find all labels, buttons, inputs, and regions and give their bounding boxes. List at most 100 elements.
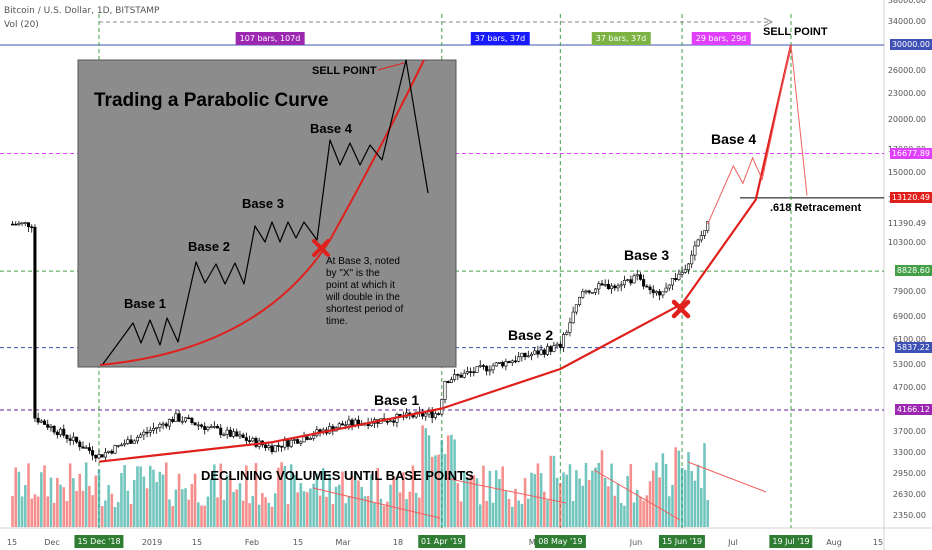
- volume-bar: [623, 505, 626, 527]
- volume-indicator-label[interactable]: Vol (20): [4, 20, 39, 30]
- candle-body: [254, 438, 258, 447]
- candle-body: [100, 454, 104, 458]
- volume-bar: [81, 490, 85, 527]
- volume-bar: [658, 477, 661, 527]
- time-axis-tick: 2019: [141, 538, 163, 547]
- volume-bar: [200, 505, 203, 527]
- measure-arrowhead: [763, 17, 774, 27]
- time-axis-tick: 15: [292, 538, 304, 547]
- volume-bar: [616, 483, 620, 527]
- candle-body: [696, 239, 700, 247]
- volume-bar: [696, 464, 700, 527]
- candle-body: [177, 413, 181, 422]
- candle-body: [600, 283, 604, 286]
- volume-bar: [334, 486, 338, 527]
- price-axis-tick: 34000.00: [887, 16, 926, 26]
- volume-bar: [216, 497, 219, 527]
- volume-bar: [286, 504, 290, 527]
- volume-bar: [655, 462, 658, 527]
- price-axis-tick: 4700.00: [892, 382, 926, 392]
- inset-note-line: At Base 3, noted: [326, 256, 400, 267]
- candle-body: [706, 221, 710, 231]
- price-label-highlight: 30000.00: [889, 39, 932, 50]
- candle-body: [475, 366, 479, 373]
- volume-bar: [488, 470, 492, 527]
- candle-body: [699, 235, 703, 241]
- volume-bar: [197, 502, 200, 527]
- volume-bar: [370, 474, 373, 527]
- volume-bar: [440, 440, 444, 527]
- volume-bar: [248, 503, 251, 527]
- volume-bar: [120, 472, 123, 527]
- volume-bar: [587, 479, 591, 527]
- candle-body: [145, 431, 149, 434]
- candle-body: [139, 434, 143, 438]
- price-axis-tick: 6100.00: [892, 334, 926, 344]
- candle-body: [501, 362, 505, 367]
- volume-bar: [293, 475, 296, 527]
- inset-note-line: by "X" is the: [326, 268, 380, 279]
- volume-bar: [536, 463, 540, 527]
- time-label-highlight: 01 Apr '19: [418, 535, 466, 548]
- inset-price-path: [102, 59, 429, 365]
- candle-body: [651, 289, 655, 294]
- volume-bar: [379, 498, 383, 527]
- volume-bar: [238, 483, 242, 527]
- time-axis-tick: Mar: [335, 538, 351, 547]
- volume-bar: [683, 469, 687, 527]
- candle-body: [59, 428, 63, 436]
- candle-body: [571, 311, 575, 324]
- candle-body: [87, 447, 91, 451]
- candle-body: [296, 439, 300, 444]
- candle-body: [203, 426, 207, 430]
- volume-bar: [148, 465, 152, 527]
- candle-body: [174, 413, 178, 422]
- volume-bar: [382, 505, 386, 527]
- volume-bar: [305, 492, 309, 527]
- volume-bar: [235, 489, 239, 527]
- volume-bar: [59, 484, 62, 527]
- time-axis-tick: Jun: [629, 538, 643, 547]
- volume-bar: [498, 479, 501, 527]
- volume-bar: [321, 468, 325, 527]
- candle-body: [183, 417, 188, 422]
- candle-body: [232, 431, 236, 437]
- inset-red-x-marker: [312, 239, 330, 257]
- candle-body: [20, 222, 24, 225]
- volume-bar: [354, 471, 357, 527]
- volume-bar: [68, 463, 72, 527]
- volume-bar: [635, 489, 639, 527]
- inset-note-line: will double in the: [326, 292, 400, 303]
- volume-bar: [632, 502, 636, 527]
- volume-bar: [296, 492, 299, 527]
- volume-bar: [168, 499, 171, 527]
- candle-body: [235, 431, 239, 437]
- candle-body: [523, 352, 527, 358]
- annotation-base-4: Base 4: [711, 131, 757, 147]
- time-axis-tick: Dec: [44, 538, 60, 547]
- candle-body: [677, 273, 681, 280]
- volume-bar: [132, 479, 136, 527]
- price-axis-tick: 2950.00: [892, 468, 926, 478]
- volume-bar: [36, 496, 40, 527]
- volume-bar: [578, 478, 581, 527]
- volume-bar: [261, 493, 264, 527]
- volume-bar: [584, 462, 588, 527]
- volume-bar: [254, 463, 258, 527]
- volume-bar: [187, 499, 190, 527]
- candle-body: [33, 226, 37, 419]
- volume-bar: [677, 450, 681, 527]
- candle-body: [123, 443, 127, 446]
- volume-bar: [693, 480, 697, 527]
- volume-bar: [232, 491, 235, 527]
- volume-bar: [177, 473, 181, 527]
- candle-body: [312, 435, 316, 439]
- volume-bar: [277, 467, 280, 527]
- candle-body: [75, 436, 79, 443]
- annotation-base-2: Base 2: [508, 327, 554, 343]
- candle-body: [616, 285, 620, 289]
- volume-bar: [161, 474, 165, 527]
- candle-body: [155, 427, 159, 429]
- volume-bar: [104, 500, 107, 527]
- candle-body: [597, 283, 601, 290]
